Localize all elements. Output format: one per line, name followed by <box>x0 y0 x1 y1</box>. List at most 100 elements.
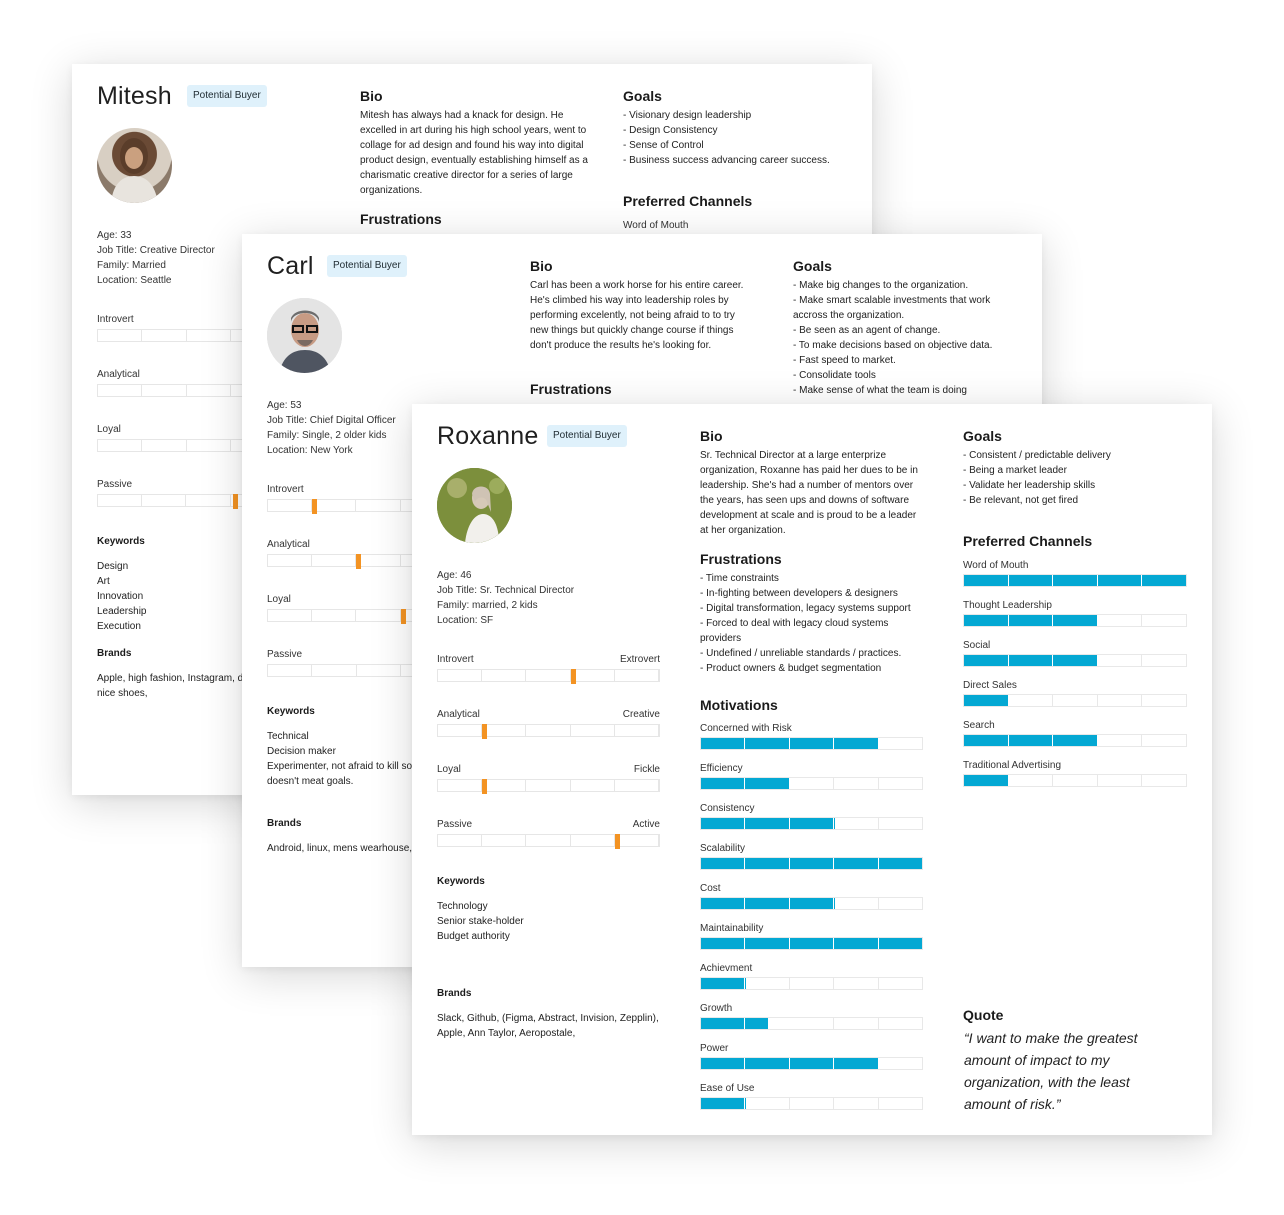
person-photo-icon <box>267 298 342 373</box>
channel-bar <box>963 694 1187 707</box>
trait-slider <box>437 779 660 794</box>
persona-card-roxanne: Roxanne Potential Buyer Age: 46 Job Titl… <box>412 404 1212 1135</box>
channel-label: Direct Sales <box>963 680 1017 691</box>
channel-bar-fill <box>964 735 1098 746</box>
person-photo-icon <box>111 138 158 203</box>
bio-text: Mitesh has always had a knack for design… <box>360 110 588 196</box>
motivation-bar <box>700 1017 923 1030</box>
trait-label: Introvert <box>267 484 304 495</box>
channel-label: Thought Leadership <box>963 600 1052 611</box>
keyword: Technology <box>437 901 488 912</box>
motivation-label: Cost <box>700 883 721 894</box>
motivation-bar <box>700 1057 923 1070</box>
location: Location: Seattle <box>97 275 172 286</box>
brands-heading: Brands <box>97 648 132 659</box>
motivation-bar <box>700 937 923 950</box>
keyword: Leadership <box>97 606 147 617</box>
bio-heading: Bio <box>530 258 553 274</box>
goal-item: - Be seen as an agent of change. <box>793 325 941 336</box>
age: Age: 46 <box>437 570 472 581</box>
keywords-list: Technical Decision maker Experimenter, n… <box>267 729 412 789</box>
motivation-label: Growth <box>700 1003 733 1014</box>
brands-heading: Brands <box>437 988 472 999</box>
trait-label: Loyal <box>267 594 291 605</box>
frustrations-heading: Frustrations <box>700 551 782 567</box>
motivation-bar-fill <box>701 898 835 909</box>
keywords-heading: Keywords <box>437 876 485 887</box>
bio-heading: Bio <box>360 88 383 104</box>
channel-bar-fill <box>964 655 1098 666</box>
motivation-label: Efficiency <box>700 763 743 774</box>
trait-label: Introvert <box>437 654 474 665</box>
trait-label: Passive <box>437 819 473 830</box>
channel-label: Social <box>963 640 991 651</box>
frustration-item: - Undefined / unreliable standards / pra… <box>700 648 902 659</box>
motivation-bar-fill <box>701 778 790 789</box>
persona-name: Carl <box>267 252 314 280</box>
trait-label: Analytical <box>437 709 480 720</box>
avatar <box>437 468 512 543</box>
goal-item: - Fast speed to market. <box>793 355 896 366</box>
keywords-list: Design Art Innovation Leadership Executi… <box>97 559 146 634</box>
motivation-label: Achievment <box>700 963 753 974</box>
trait-slider <box>437 834 660 849</box>
trait-marker <box>482 779 487 794</box>
trait-label: Loyal <box>97 424 121 435</box>
channel-bar-fill <box>964 775 1009 786</box>
trait-marker <box>482 724 487 739</box>
motivation-label: Scalability <box>700 843 746 854</box>
avatar <box>267 298 342 373</box>
motivation-bar-fill <box>701 818 835 829</box>
brands-heading: Brands <box>267 818 302 829</box>
family: Family: Married <box>97 260 166 271</box>
motivation-bar <box>700 777 923 790</box>
frustrations-heading: Frustrations <box>360 211 442 227</box>
goal-item: - Consolidate tools <box>793 370 876 381</box>
keyword: Experimenter, not afraid to kill so <box>267 761 413 772</box>
goal-item: - Be relevant, not get fired <box>963 495 1079 506</box>
motivation-bar <box>700 817 923 830</box>
trait-slider <box>437 724 660 739</box>
channel-bar <box>963 774 1187 787</box>
trait-label: Introvert <box>97 314 134 325</box>
motivation-bar-fill <box>701 978 746 989</box>
trait-slider <box>437 669 660 684</box>
frustration-item: - Product owners & budget segmentation <box>700 663 882 674</box>
motivation-bar <box>700 897 923 910</box>
goal-item: - Make sense of what the team is doing <box>793 385 967 396</box>
goal-item: - Being a market leader <box>963 465 1067 476</box>
location: Location: SF <box>437 615 494 626</box>
goal-item: - Consistent / predictable delivery <box>963 450 1111 461</box>
channel-bar <box>963 734 1187 747</box>
goal-item: - Make smart scalable investments that w… <box>793 295 991 306</box>
trait-marker <box>571 669 576 684</box>
frustration-item: - In-fighting between developers & desig… <box>700 588 898 599</box>
goal-item: accross the organization. <box>793 310 905 321</box>
channel-label: Word of Mouth <box>963 560 1029 571</box>
motivation-bar-fill <box>701 858 922 869</box>
keyword: Senior stake-holder <box>437 916 524 927</box>
family: Family: Single, 2 older kids <box>267 430 387 441</box>
motivation-bar-fill <box>701 738 879 749</box>
frustration-item: - Digital transformation, legacy systems… <box>700 603 911 614</box>
goal-item: - Design Consistency <box>623 125 718 136</box>
persona-badge: Potential Buyer <box>547 425 627 447</box>
motivation-bar <box>700 857 923 870</box>
keyword: Execution <box>97 621 141 632</box>
trait-label-right: Active <box>632 819 660 830</box>
motivation-bar <box>700 1097 923 1110</box>
trait-marker <box>356 554 361 569</box>
trait-marker <box>233 494 238 509</box>
channel-bar-fill <box>964 575 1186 586</box>
goals-heading: Goals <box>963 428 1002 444</box>
goal-item: - To make decisions based on objective d… <box>793 340 993 351</box>
bio-text: Carl has been a work horse for his entir… <box>530 280 744 351</box>
frustration-item: providers <box>700 633 742 644</box>
motivation-label: Power <box>700 1043 729 1054</box>
location: Location: New York <box>267 445 353 456</box>
keyword: Budget authority <box>437 931 510 942</box>
person-photo-icon <box>437 468 512 543</box>
channel-bar-fill <box>964 615 1098 626</box>
channel-bar <box>963 654 1187 667</box>
persona-name: Roxanne <box>437 422 539 450</box>
